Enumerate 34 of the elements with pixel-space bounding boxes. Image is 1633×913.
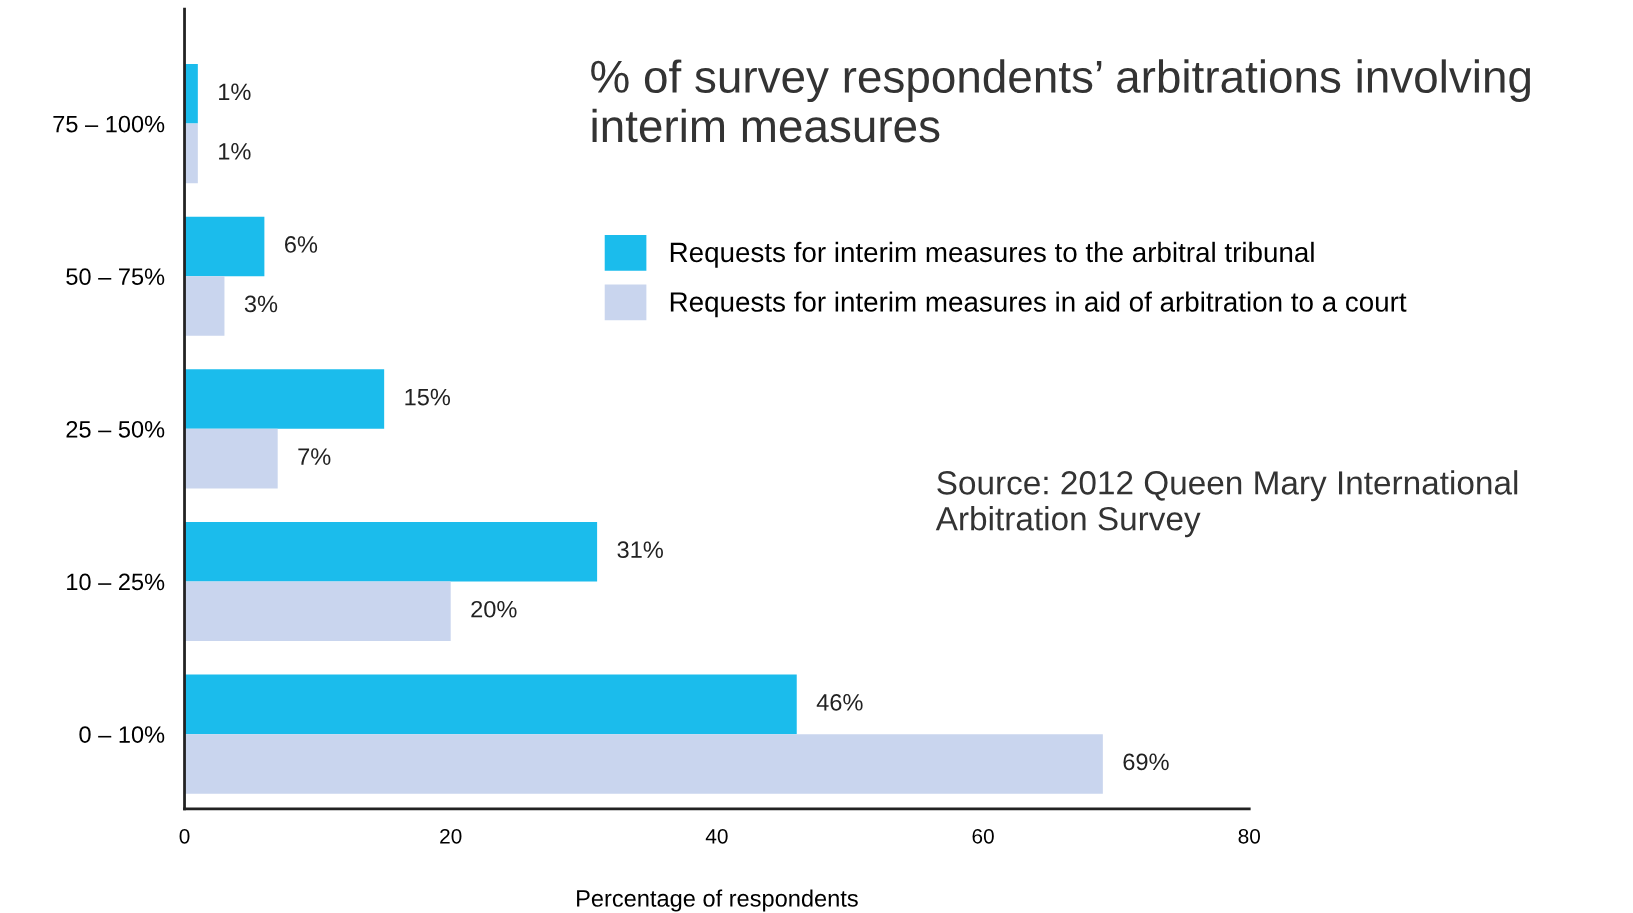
bar	[184, 581, 451, 642]
x-tick-label: 60	[972, 828, 994, 844]
y-tick-label: 50 – 75%	[66, 268, 165, 286]
bar	[184, 369, 385, 429]
bar	[184, 674, 797, 735]
data-label: 15%	[405, 388, 451, 406]
data-label: 46%	[816, 693, 863, 711]
y-tick-label: 10 – 25%	[67, 573, 165, 591]
data-label: 69%	[1123, 753, 1169, 771]
annotation: Source: 2012 Queen Mary International Arbitration Survey	[935, 470, 1518, 538]
data-label: 3%	[244, 295, 278, 313]
y-tick-label: 75 – 100%	[53, 115, 165, 133]
legend-label: Requests for interim measures in aid of arbitration to a court	[670, 291, 1407, 318]
x-tick-label: 80	[1238, 828, 1261, 844]
bar	[184, 734, 1103, 794]
data-label: 1%	[219, 143, 251, 160]
legend-label: Requests for interim measures to the arbitral tribunal	[670, 241, 1314, 268]
bar	[184, 276, 225, 336]
x-axis-title: Percentage of respondents	[577, 889, 858, 912]
bar	[184, 216, 265, 277]
data-label: 7%	[298, 448, 331, 465]
data-label: 6%	[285, 236, 318, 253]
bar	[184, 521, 598, 582]
x-tick-label: 0	[179, 828, 190, 844]
y-tick-label: 0 – 10%	[79, 726, 165, 743]
data-label: 31%	[617, 541, 663, 559]
data-label: 20%	[471, 600, 517, 618]
x-tick-label: 40	[705, 828, 728, 844]
bar	[184, 428, 278, 489]
bar	[184, 64, 198, 124]
data-label: 1%	[219, 83, 251, 101]
x-tick-label: 20	[440, 828, 462, 844]
text: % of survey respondents’ arbitrations involving interim measures	[591, 59, 1530, 143]
y-tick-label: 25 – 50%	[66, 420, 165, 438]
